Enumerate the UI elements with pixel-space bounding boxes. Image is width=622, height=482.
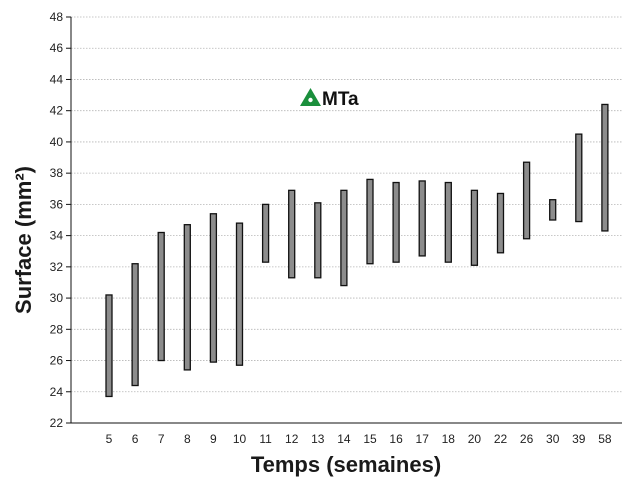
x-tick-label: 30: [546, 432, 560, 446]
x-tick-label: 58: [598, 432, 612, 446]
x-tick-label: 11: [259, 432, 272, 446]
y-tick-label: 24: [50, 385, 64, 399]
x-tick-label: 10: [233, 432, 247, 446]
range-bar: [496, 192, 505, 254]
range-bar: [366, 178, 374, 265]
y-tick-label: 46: [50, 41, 64, 55]
y-tick-label: 42: [50, 104, 64, 118]
x-tick-label: 8: [184, 432, 191, 446]
range-bar: [131, 263, 139, 387]
marker-dot: [308, 97, 313, 103]
range-bar: [601, 103, 609, 232]
range-bar: [183, 224, 191, 371]
x-tick-label: 39: [572, 432, 586, 446]
range-bar: [314, 202, 322, 279]
range-bar: [470, 189, 479, 266]
x-tick-label: 17: [416, 432, 430, 446]
x-tick-label: 6: [132, 432, 139, 446]
x-tick-label: 5: [106, 432, 113, 446]
range-bar: [235, 222, 244, 366]
range-bar: [522, 161, 531, 240]
series-marker: MTa: [300, 88, 359, 110]
x-tick-label: 22: [494, 432, 508, 446]
x-tick-label: 14: [337, 432, 351, 446]
range-bar: [105, 294, 113, 398]
range-bar: [261, 203, 270, 263]
x-axis-title: Temps (semaines): [251, 452, 441, 477]
y-tick-labels: 22 24 26 28 30 32 34 36 38 40 42 44 46 48: [50, 10, 71, 430]
y-tick-label: 40: [50, 135, 64, 149]
x-tick-label: 9: [210, 432, 217, 446]
range-bar: [209, 213, 218, 363]
y-tick-label: 38: [50, 166, 64, 180]
x-tick-label: 12: [285, 432, 299, 446]
y-tick-label: 30: [50, 291, 64, 305]
x-tick-label: 13: [311, 432, 325, 446]
range-bar: [157, 231, 165, 362]
x-tick-labels: 5 6 7 8 9 10 11 12 13 14 15 16 17 18 20 22 26 30 39 58: [106, 432, 612, 446]
green-triangle-icon: [300, 88, 321, 106]
y-tick-label: 44: [50, 72, 64, 86]
y-tick-label: 28: [50, 322, 64, 336]
axes: [70, 17, 622, 424]
range-bars: [105, 103, 609, 398]
x-tick-label: 26: [520, 432, 534, 446]
range-bar: [444, 181, 452, 263]
x-tick-label: 20: [468, 432, 482, 446]
y-tick-label: 34: [50, 229, 64, 243]
range-bar: [340, 189, 348, 287]
y-tick-label: 36: [50, 197, 64, 211]
y-tick-label: 48: [50, 10, 64, 24]
x-tick-label: 18: [442, 432, 456, 446]
range-bar: [418, 180, 426, 257]
series-label: MTa: [322, 89, 359, 110]
x-tick-label: 7: [158, 432, 165, 446]
y-tick-label: 32: [50, 260, 64, 274]
range-bar: [288, 189, 296, 279]
y-tick-label: 26: [50, 354, 64, 368]
range-bar: [549, 199, 557, 221]
y-axis-title: Surface (mm²): [11, 166, 36, 314]
y-tick-label: 22: [50, 416, 64, 430]
x-tick-label: 15: [363, 432, 377, 446]
range-bar: [575, 133, 583, 223]
range-bar: [392, 181, 400, 263]
x-tick-label: 16: [389, 432, 403, 446]
